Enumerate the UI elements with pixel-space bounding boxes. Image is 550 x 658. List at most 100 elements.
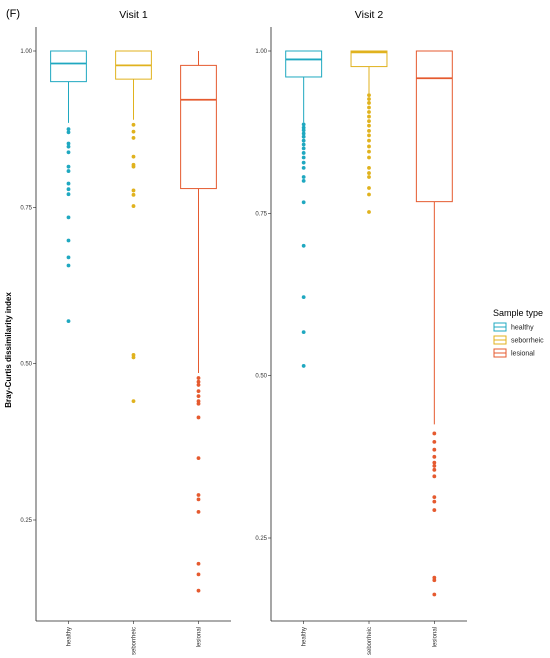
outlier-point <box>367 119 371 124</box>
x-tick-label: healthy <box>67 627 73 646</box>
legend-label: healthy <box>511 325 534 332</box>
legend-title: Sample type <box>493 308 543 318</box>
outlier-point <box>367 149 371 154</box>
outlier-point <box>66 215 71 220</box>
outlier-point <box>66 187 71 192</box>
outlier-point <box>301 122 306 127</box>
outlier-point <box>66 127 71 132</box>
outlier-point <box>131 192 136 197</box>
outlier-point <box>131 154 136 159</box>
outlier-point <box>131 129 136 134</box>
outlier-point <box>432 499 437 504</box>
box-lesional <box>415 50 453 597</box>
outlier-point <box>196 456 201 460</box>
box-iqr <box>180 64 217 190</box>
outlier-point <box>301 134 306 139</box>
y-tick-label: 0.75 <box>20 205 32 211</box>
outlier-point <box>66 164 71 169</box>
outlier-point <box>432 460 437 465</box>
box-iqr <box>415 50 453 203</box>
outlier-point <box>301 155 306 160</box>
outlier-point <box>66 319 71 324</box>
outlier-point <box>301 128 306 133</box>
outlier-point <box>66 263 71 268</box>
outlier-point <box>367 155 371 160</box>
box-healthy <box>285 50 323 368</box>
y-tick-label: 0.25 <box>20 518 32 524</box>
outlier-point <box>131 355 136 360</box>
outlier-point <box>131 136 136 140</box>
outlier-point <box>301 160 306 165</box>
outlier-point <box>66 141 71 146</box>
outlier-point <box>367 110 371 114</box>
outlier-point <box>432 508 437 512</box>
outlier-point <box>367 101 371 105</box>
y-tick-label: 1.00 <box>20 49 32 55</box>
outlier-point <box>432 495 437 499</box>
legend-item-lesional: lesional <box>493 348 535 358</box>
legend-item-healthy: healthy <box>493 322 534 332</box>
legend-label: lesional <box>511 351 535 358</box>
x-tick-label: lesional <box>197 627 203 647</box>
outlier-point <box>196 493 201 497</box>
outlier-point <box>301 165 306 170</box>
outlier-point <box>131 204 136 208</box>
x-tick-label: seborrheic <box>367 627 373 655</box>
outlier-point <box>432 447 437 452</box>
outlier-point <box>367 138 371 143</box>
outlier-point <box>66 192 71 197</box>
outlier-point <box>367 171 371 175</box>
outlier-point <box>301 138 306 143</box>
box-iqr <box>350 50 388 68</box>
outlier-point <box>131 399 136 404</box>
outlier-point <box>301 200 306 205</box>
outlier-point <box>367 192 371 197</box>
outlier-point <box>301 175 306 179</box>
outlier-point <box>66 130 71 135</box>
outlier-point <box>367 144 371 149</box>
outlier-point <box>432 578 437 583</box>
x-tick-label: seborrheic <box>132 627 138 655</box>
outlier-point <box>367 133 371 138</box>
panel-label: (F) <box>6 8 20 20</box>
outlier-point <box>196 401 201 406</box>
outlier-point <box>367 128 371 133</box>
outlier-point <box>432 467 437 472</box>
outlier-point <box>196 561 201 566</box>
outlier-point <box>196 497 201 502</box>
outlier-point <box>432 474 437 479</box>
outlier-point <box>367 114 371 119</box>
facet-title: Visit 2 <box>355 9 384 21</box>
box-iqr <box>285 50 323 78</box>
outlier-point <box>66 169 71 173</box>
outlier-point <box>301 151 306 155</box>
outlier-point <box>196 394 201 399</box>
outlier-point <box>66 238 71 243</box>
outlier-point <box>367 105 371 110</box>
outlier-point <box>196 376 201 380</box>
outlier-point <box>367 165 371 170</box>
outlier-point <box>367 93 371 98</box>
box-lesional <box>180 51 217 593</box>
outlier-point <box>367 210 371 214</box>
box-iqr <box>50 50 87 83</box>
y-tick-label: 0.50 <box>20 362 32 368</box>
outlier-point <box>196 383 201 387</box>
outlier-point <box>301 364 306 368</box>
y-tick-label: 0.25 <box>255 536 267 542</box>
outlier-point <box>196 572 201 577</box>
outlier-point <box>66 144 71 149</box>
facet-title: Visit 1 <box>119 9 148 21</box>
facet-2: Visit 2 0.25 0.50 0.75 1.00 healthy seborrheic… <box>255 9 467 655</box>
outlier-point <box>131 188 136 193</box>
outlier-point <box>301 243 306 248</box>
y-tick-label: 1.00 <box>255 49 267 55</box>
outlier-point <box>196 389 201 394</box>
outlier-point <box>131 122 136 127</box>
outlier-point <box>301 131 306 136</box>
y-axis-title: Bray-Curtis dissimilarity index <box>4 292 13 408</box>
legend-item-seborrheic: seborrheic <box>493 335 544 345</box>
outlier-point <box>301 142 306 147</box>
outlier-point <box>367 97 371 101</box>
outlier-point <box>66 181 71 186</box>
